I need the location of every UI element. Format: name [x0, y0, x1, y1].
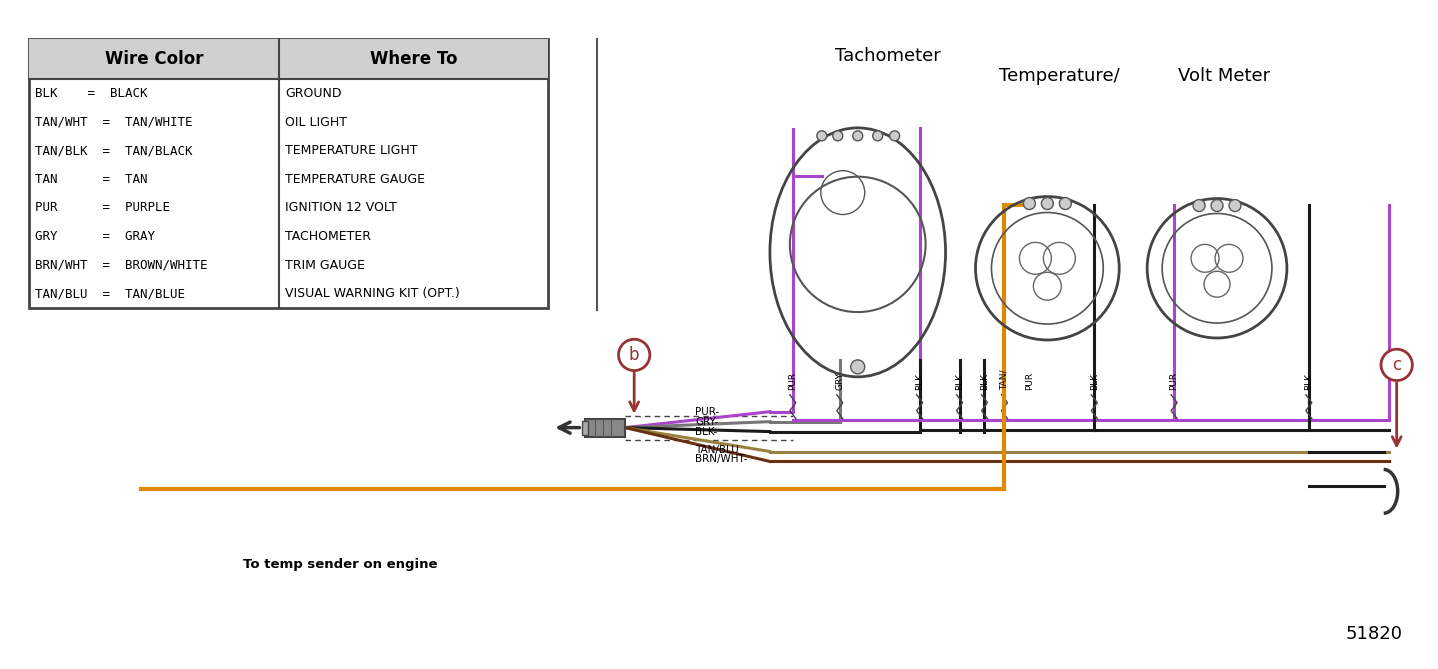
- Circle shape: [1211, 199, 1224, 211]
- Text: GRY: GRY: [835, 372, 844, 390]
- Text: BLK: BLK: [1090, 373, 1099, 390]
- Text: BLK: BLK: [955, 373, 963, 390]
- Text: PUR-: PUR-: [695, 407, 719, 417]
- Circle shape: [1041, 197, 1054, 209]
- Text: TAN      =  TAN: TAN = TAN: [36, 173, 148, 186]
- Text: b: b: [628, 346, 640, 364]
- Circle shape: [853, 131, 863, 140]
- Text: Wire Color: Wire Color: [105, 50, 203, 68]
- Text: TRIM GAUGE: TRIM GAUGE: [285, 259, 365, 272]
- Text: BLK    =  BLACK: BLK = BLACK: [36, 87, 148, 100]
- Circle shape: [851, 360, 864, 374]
- Text: TEMPERATURE GAUGE: TEMPERATURE GAUGE: [285, 173, 424, 186]
- Text: BRN/WHT-: BRN/WHT-: [695, 454, 748, 464]
- Text: OIL LIGHT: OIL LIGHT: [285, 116, 347, 128]
- Text: TAN/WHT  =  TAN/WHITE: TAN/WHT = TAN/WHITE: [36, 116, 193, 128]
- Text: GROUND: GROUND: [285, 87, 341, 100]
- Circle shape: [873, 131, 883, 140]
- Circle shape: [817, 131, 827, 140]
- Text: PUR: PUR: [1025, 372, 1034, 390]
- Text: TAN/BLK  =  TAN/BLACK: TAN/BLK = TAN/BLACK: [36, 144, 193, 157]
- Text: TAN/BLU  =  TAN/BLUE: TAN/BLU = TAN/BLUE: [36, 287, 186, 300]
- Text: PUR      =  PURPLE: PUR = PURPLE: [36, 201, 170, 214]
- Circle shape: [1194, 199, 1205, 211]
- Text: BLK: BLK: [1304, 373, 1313, 390]
- Circle shape: [890, 131, 900, 140]
- Text: To temp sender on engine: To temp sender on engine: [243, 557, 439, 571]
- Circle shape: [1229, 199, 1241, 211]
- Text: BLK: BLK: [915, 373, 925, 390]
- Text: IGNITION 12 VOLT: IGNITION 12 VOLT: [285, 201, 397, 214]
- Bar: [585, 419, 626, 437]
- Text: Tachometer: Tachometer: [835, 47, 940, 65]
- Bar: [29, 39, 548, 308]
- Text: Where To: Where To: [370, 50, 457, 68]
- Text: Temperature/: Temperature/: [999, 67, 1120, 85]
- Text: PUR: PUR: [1169, 372, 1179, 390]
- Text: BLK: BLK: [979, 373, 989, 390]
- Circle shape: [1024, 197, 1035, 209]
- Text: BRN/WHT  =  BROWN/WHITE: BRN/WHT = BROWN/WHITE: [36, 259, 209, 272]
- Text: PUR: PUR: [788, 372, 797, 390]
- Circle shape: [833, 131, 843, 140]
- Text: TAN/: TAN/: [999, 369, 1009, 390]
- Circle shape: [1060, 197, 1071, 209]
- Text: TAN/BLU: TAN/BLU: [695, 444, 739, 454]
- Text: Volt Meter: Volt Meter: [1178, 67, 1270, 85]
- Text: VISUAL WARNING KIT (OPT.): VISUAL WARNING KIT (OPT.): [285, 287, 460, 300]
- Bar: [29, 39, 548, 79]
- Bar: [582, 421, 588, 435]
- Text: BLK-: BLK-: [695, 427, 718, 437]
- Text: TACHOMETER: TACHOMETER: [285, 230, 371, 243]
- Text: 51820: 51820: [1345, 625, 1402, 643]
- Text: GRY-: GRY-: [695, 417, 719, 427]
- Text: c: c: [1392, 356, 1401, 374]
- Text: TEMPERATURE LIGHT: TEMPERATURE LIGHT: [285, 144, 417, 157]
- Text: GRY      =  GRAY: GRY = GRAY: [36, 230, 155, 243]
